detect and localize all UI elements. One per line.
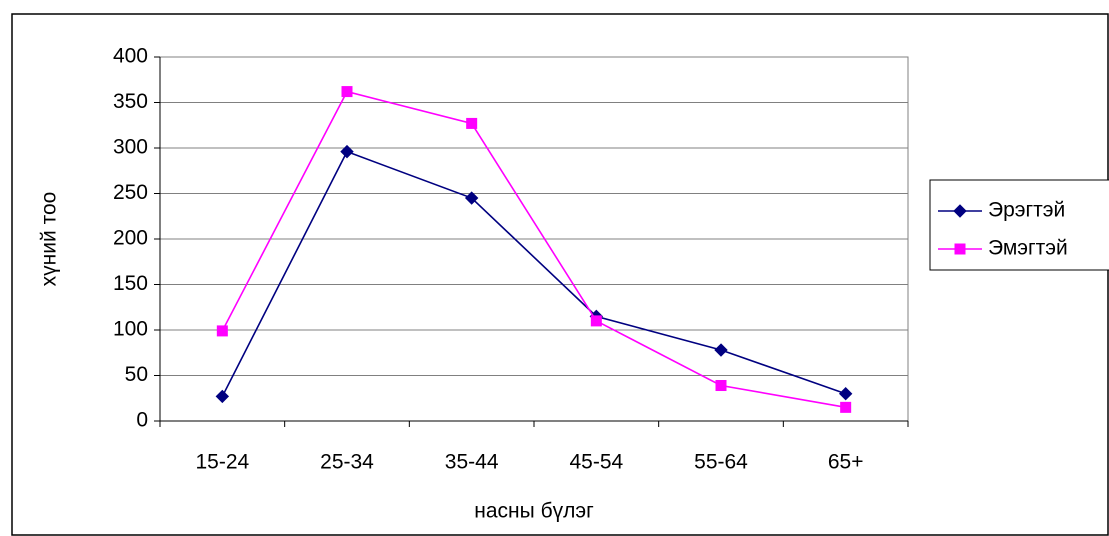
series-line: [221, 150, 846, 397]
legend-marker: [954, 243, 966, 255]
y-tick-label: 300: [113, 136, 148, 159]
data-point: [215, 389, 230, 404]
x-tick-label: 55-64: [694, 451, 748, 474]
y-tick-label: 150: [113, 272, 148, 295]
y-tick-label: 250: [113, 181, 148, 204]
y-tick-label: 100: [113, 318, 148, 341]
data-point: [840, 401, 852, 413]
x-tick-label: 15-24: [195, 451, 249, 474]
data-point: [341, 86, 353, 98]
data-point: [714, 343, 728, 357]
x-tick-label: 35-44: [445, 451, 499, 474]
data-point: [464, 191, 479, 205]
data-point: [216, 325, 228, 337]
x-axis-label: насны бүлэг: [474, 500, 594, 523]
legend-marker: [953, 204, 967, 218]
y-tick-label: 50: [125, 363, 148, 386]
x-tick-label: 25-34: [320, 451, 374, 474]
y-tick-label: 0: [136, 409, 148, 432]
legend-label: Эмэгтэй: [988, 237, 1068, 260]
legend-box: [929, 179, 1109, 271]
y-tick-label: 350: [113, 90, 148, 113]
data-point: [590, 315, 602, 327]
series-line: [221, 90, 846, 409]
x-tick-label: 45-54: [569, 451, 623, 474]
data-point: [715, 380, 727, 392]
data-point: [340, 144, 354, 159]
legend-label: Эрэгтэй: [988, 199, 1065, 222]
x-tick-label: 65+: [828, 451, 864, 474]
data-point: [838, 386, 853, 401]
y-tick-label: 400: [113, 45, 148, 68]
data-point: [466, 117, 478, 129]
y-tick-label: 200: [113, 227, 148, 250]
y-axis-label: хүний тоо: [38, 192, 61, 287]
